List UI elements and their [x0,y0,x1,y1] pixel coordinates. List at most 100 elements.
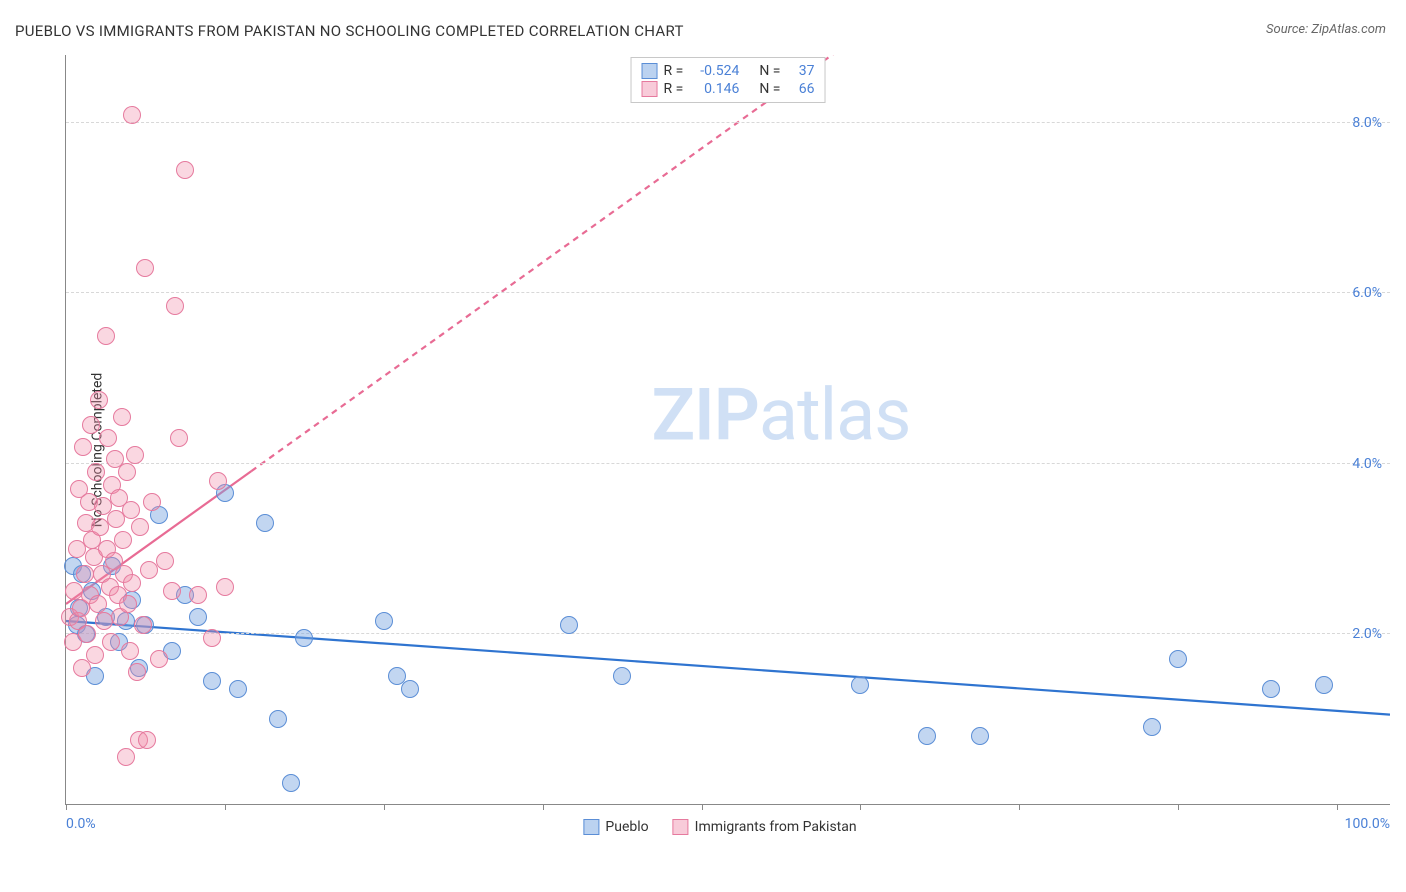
data-point [216,578,234,596]
swatch-blue-icon [642,63,658,79]
data-point [560,616,578,634]
data-point [170,429,188,447]
n-label: N = [759,63,780,79]
data-point [1315,676,1333,694]
r-value-blue: -0.524 [689,63,739,79]
source-label: Source: ZipAtlas.com [1266,22,1386,37]
data-point [229,680,247,698]
data-point [117,748,135,766]
data-point [203,629,221,647]
data-point [269,710,287,728]
data-point [123,574,141,592]
x-tick [1178,804,1179,810]
data-point [128,663,146,681]
data-point [613,667,631,685]
data-point [113,408,131,426]
data-point [138,731,156,749]
data-point [86,646,104,664]
data-point [118,463,136,481]
watermark: ZIPatlas [651,372,910,457]
x-max-label: 100.0% [1345,816,1390,832]
data-point [136,259,154,277]
data-point [295,629,313,647]
data-point [97,327,115,345]
data-point [209,472,227,490]
legend-label: Immigrants from Pakistan [695,819,857,835]
x-tick [702,804,703,810]
data-point [102,633,120,651]
r-value-pink: 0.146 [689,81,739,97]
trend-line [66,621,1390,715]
data-point [401,680,419,698]
data-point [82,416,100,434]
n-label: N = [759,81,780,97]
data-point [918,727,936,745]
data-point [121,642,139,660]
data-point [87,463,105,481]
gridline [66,633,1390,634]
x-tick [543,804,544,810]
swatch-blue-icon [583,819,599,835]
y-tick-label: 2.0% [1352,626,1382,642]
series-legend: Pueblo Immigrants from Pakistan [583,819,856,835]
legend-item-pueblo: Pueblo [583,819,648,835]
data-point [163,582,181,600]
data-point [126,446,144,464]
data-point [150,650,168,668]
stats-row-blue: R = -0.524 N = 37 [642,62,815,80]
trend-lines [66,55,1390,804]
data-point [176,161,194,179]
data-point [74,438,92,456]
data-point [971,727,989,745]
data-point [156,552,174,570]
data-point [143,493,161,511]
watermark-atlas: atlas [759,372,911,457]
gridline [66,122,1390,123]
swatch-pink-icon [673,819,689,835]
data-point [1262,680,1280,698]
data-point [375,612,393,630]
data-point [122,501,140,519]
data-point [114,531,132,549]
data-point [1143,718,1161,736]
data-point [99,429,117,447]
y-tick-label: 8.0% [1352,115,1382,131]
data-point [851,676,869,694]
plot-region: ZIPatlas R = -0.524 N = 37 R = 0.146 N =… [65,55,1390,805]
watermark-zip: ZIP [651,372,758,457]
gridline [66,292,1390,293]
r-label: R = [664,63,684,79]
legend-label: Pueblo [605,819,648,835]
swatch-pink-icon [642,81,658,97]
data-point [189,608,207,626]
data-point [123,106,141,124]
x-tick [1019,804,1020,810]
y-tick-label: 6.0% [1352,285,1382,301]
data-point [90,391,108,409]
x-min-label: 0.0% [66,816,96,832]
stats-legend: R = -0.524 N = 37 R = 0.146 N = 66 [631,57,826,103]
data-point [282,774,300,792]
data-point [76,565,94,583]
stats-row-pink: R = 0.146 N = 66 [642,80,815,98]
data-point [119,595,137,613]
data-point [131,518,149,536]
data-point [89,595,107,613]
data-point [256,514,274,532]
data-point [78,625,96,643]
data-point [166,297,184,315]
data-point [134,616,152,634]
n-value-blue: 37 [786,63,814,79]
chart-area: No Schooling Completed ZIPatlas R = -0.5… [50,55,1390,845]
chart-title: PUEBLO VS IMMIGRANTS FROM PAKISTAN NO SC… [15,22,684,40]
y-tick-label: 4.0% [1352,456,1382,472]
x-tick [384,804,385,810]
data-point [1169,650,1187,668]
trend-line [251,55,1390,471]
n-value-pink: 66 [786,81,814,97]
data-point [189,586,207,604]
x-tick [1337,804,1338,810]
data-point [203,672,221,690]
gridline [66,463,1390,464]
legend-item-pakistan: Immigrants from Pakistan [673,819,857,835]
